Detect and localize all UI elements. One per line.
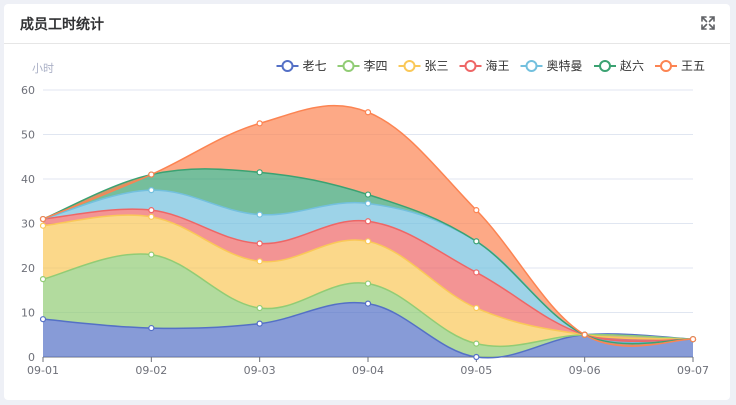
- legend-item-label[interactable]: 赵六: [620, 59, 644, 73]
- area-2: [43, 253, 693, 358]
- fullscreen-expand-icon[interactable]: [700, 15, 716, 31]
- area-7: [43, 105, 693, 347]
- legend-item-label[interactable]: 王五: [681, 59, 705, 73]
- data-point[interactable]: [473, 238, 480, 245]
- legend-swatch-marker[interactable]: [525, 60, 538, 72]
- data-point[interactable]: [473, 340, 480, 347]
- y-axis-unit-label: 小时: [32, 62, 54, 75]
- data-point[interactable]: [148, 213, 155, 220]
- y-tick-label: 20: [21, 262, 35, 275]
- data-point[interactable]: [364, 300, 372, 307]
- y-tick-label: 60: [21, 84, 35, 97]
- data-point[interactable]: [689, 336, 697, 343]
- data-point[interactable]: [256, 169, 263, 176]
- x-tick-label: 09-01: [27, 364, 59, 377]
- legend-item-label[interactable]: 张三: [425, 59, 449, 73]
- data-point[interactable]: [364, 109, 372, 116]
- y-tick-label: 30: [21, 218, 35, 231]
- data-point[interactable]: [148, 187, 155, 194]
- data-point[interactable]: [473, 207, 480, 214]
- legend-swatch-marker[interactable]: [660, 60, 672, 72]
- data-point[interactable]: [148, 251, 155, 258]
- area-1: [43, 302, 693, 358]
- data-point[interactable]: [256, 304, 263, 312]
- data-point[interactable]: [39, 222, 47, 229]
- legend-swatch-marker[interactable]: [403, 60, 416, 72]
- x-tick-label: 09-02: [135, 364, 167, 377]
- legend-swatch-marker[interactable]: [342, 60, 355, 72]
- data-point[interactable]: [473, 304, 480, 312]
- y-tick-label: 50: [21, 129, 35, 142]
- x-tick-label: 09-04: [352, 364, 384, 377]
- data-point[interactable]: [364, 191, 372, 198]
- data-point[interactable]: [256, 320, 263, 327]
- data-point[interactable]: [581, 331, 588, 338]
- data-point[interactable]: [256, 120, 263, 127]
- legend-item-label[interactable]: 老七: [303, 59, 327, 73]
- data-point[interactable]: [364, 280, 372, 287]
- area-5: [43, 190, 693, 344]
- y-tick-label: 40: [21, 173, 35, 186]
- legend-swatch-marker[interactable]: [281, 60, 294, 72]
- card-header: 成员工时统计: [4, 4, 730, 44]
- legend-swatch-marker[interactable]: [464, 60, 477, 72]
- x-tick-label: 09-03: [244, 364, 276, 377]
- data-point[interactable]: [256, 258, 263, 265]
- x-tick-label: 09-07: [677, 364, 709, 377]
- legend-item-label[interactable]: 李四: [364, 58, 388, 73]
- data-point[interactable]: [148, 207, 155, 214]
- legend-swatch-marker[interactable]: [599, 60, 611, 72]
- y-tick-label: 10: [21, 307, 35, 320]
- x-tick-label: 09-05: [460, 364, 492, 377]
- data-point[interactable]: [473, 269, 480, 276]
- card-title: 成员工时统计: [20, 17, 104, 33]
- data-point[interactable]: [364, 200, 372, 207]
- legend-item-label[interactable]: 奥特曼: [547, 58, 583, 73]
- data-point[interactable]: [364, 218, 372, 225]
- data-point[interactable]: [39, 276, 47, 283]
- y-tick-label: 0: [28, 351, 35, 364]
- data-point[interactable]: [256, 240, 263, 247]
- data-point[interactable]: [148, 171, 155, 178]
- data-point[interactable]: [148, 324, 155, 332]
- data-point[interactable]: [256, 211, 263, 218]
- area-4: [43, 209, 693, 342]
- data-point[interactable]: [39, 316, 47, 323]
- data-point[interactable]: [473, 353, 480, 361]
- x-tick-label: 09-06: [569, 364, 601, 377]
- data-point[interactable]: [39, 215, 47, 223]
- data-point[interactable]: [364, 238, 372, 245]
- legend-item-label[interactable]: 海王: [486, 58, 510, 73]
